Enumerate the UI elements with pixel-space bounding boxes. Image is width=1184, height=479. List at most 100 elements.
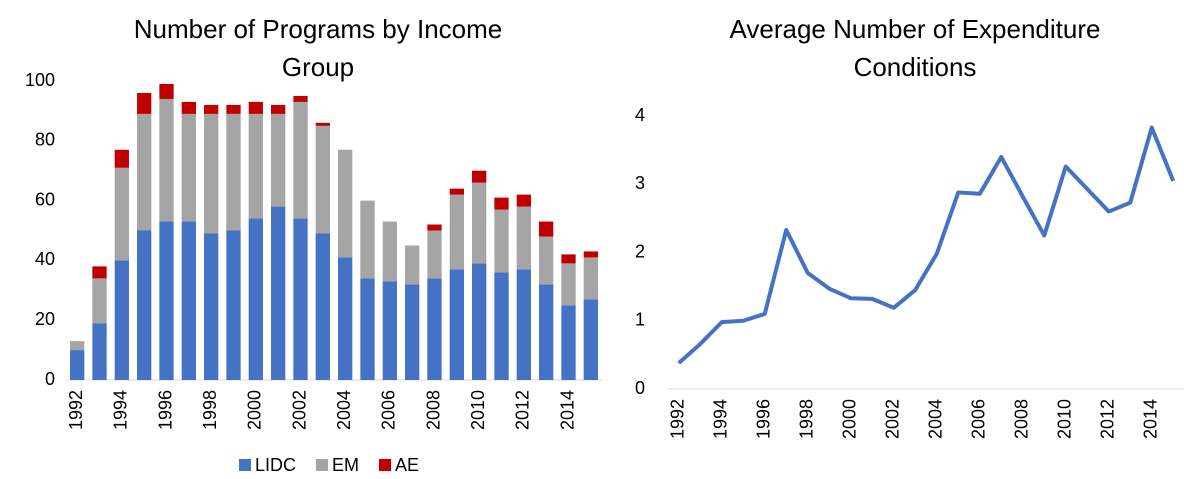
bar-segment — [472, 263, 487, 380]
x-tick-label: 1996 — [155, 390, 175, 430]
legend-swatch — [239, 459, 251, 471]
bar-segment — [248, 218, 263, 380]
bar-segment — [583, 257, 598, 300]
bar-segment — [248, 101, 263, 114]
legend-swatch — [379, 459, 392, 471]
bar-segment — [226, 113, 241, 231]
bar-segment — [293, 101, 308, 219]
x-tick-label: 1996 — [754, 399, 774, 439]
bar-segment — [70, 341, 85, 351]
bar-segment — [315, 122, 330, 126]
x-tick-label: 2008 — [1012, 399, 1032, 439]
bar-segment — [494, 209, 509, 273]
bar-segment — [516, 194, 531, 207]
bar-segment — [338, 149, 353, 258]
chart-title: Number of Programs by Income Group — [133, 14, 503, 82]
bar-segment — [472, 170, 487, 183]
x-tick-label: 2002 — [289, 390, 309, 430]
legend-swatch — [316, 459, 329, 471]
y-tick-label: 40 — [35, 249, 55, 269]
y-tick-label: 100 — [25, 70, 55, 90]
x-tick-label: 1994 — [711, 399, 731, 439]
bar-segment — [382, 281, 397, 380]
legend-label: EM — [332, 455, 359, 475]
bar-segment — [181, 101, 196, 114]
bar-segment — [226, 104, 241, 114]
bar-segment — [449, 194, 464, 270]
x-tick-label: 2012 — [1098, 399, 1118, 439]
bar-segment — [427, 224, 442, 231]
bar-segment — [449, 188, 464, 195]
y-tick-label: 0 — [635, 378, 645, 398]
bar-segment — [539, 221, 554, 237]
bar-segment — [360, 200, 375, 279]
bar-segment — [360, 278, 375, 380]
bar-segment — [92, 266, 107, 279]
bar-segment — [338, 257, 353, 380]
bar-segment — [583, 251, 598, 258]
x-tick-label: 1994 — [111, 390, 131, 430]
bar-segment — [472, 182, 487, 264]
bar-segment — [315, 125, 330, 234]
x-tick-label: 2000 — [840, 399, 860, 439]
x-tick-label: 2006 — [379, 390, 399, 430]
legend-label: LIDC — [255, 455, 296, 475]
x-tick-label: 2014 — [557, 390, 577, 430]
y-tick-label: 2 — [635, 241, 645, 261]
chart-title: Average Number of Expenditure Conditions — [729, 14, 1101, 82]
y-tick-label: 4 — [635, 105, 645, 125]
bar-segment — [516, 269, 531, 380]
bar-segment — [449, 269, 464, 380]
bar-segment — [181, 221, 196, 380]
bar-segment — [137, 92, 152, 114]
bar-segment — [159, 83, 174, 99]
x-tick-label: 1992 — [66, 390, 86, 430]
bar-segment — [92, 323, 107, 380]
bar-segment — [137, 230, 152, 380]
bar-segment — [583, 299, 598, 380]
bar-segment — [315, 233, 330, 380]
x-tick-label: 2010 — [1055, 399, 1075, 439]
x-tick-label: 2012 — [513, 390, 533, 430]
y-tick-label: 80 — [35, 130, 55, 150]
x-tick-label: 2004 — [334, 390, 354, 430]
bar-segment — [293, 95, 308, 102]
bar-segment — [494, 197, 509, 210]
bar-segment — [92, 278, 107, 324]
bar-segment — [427, 278, 442, 380]
x-tick-label: 1998 — [200, 390, 220, 430]
bar-segment — [114, 167, 129, 261]
y-tick-label: 0 — [45, 369, 55, 389]
y-tick-label: 1 — [635, 310, 645, 330]
y-tick-label: 3 — [635, 173, 645, 193]
y-tick-label: 60 — [35, 189, 55, 209]
bar-segment — [226, 230, 241, 380]
bar-segment — [293, 218, 308, 380]
x-tick-label: 2010 — [468, 390, 488, 430]
x-tick-label: 1992 — [668, 399, 688, 439]
bar-segment — [516, 206, 531, 270]
x-tick-label: 2014 — [1141, 399, 1161, 439]
bar-segment — [494, 272, 509, 380]
legend-label: AE — [395, 455, 419, 475]
bar-segment — [539, 236, 554, 285]
bar-segment — [204, 104, 219, 114]
x-tick-label: 2004 — [926, 399, 946, 439]
bar-segment — [382, 221, 397, 282]
bar-segment — [561, 254, 576, 264]
bar-segment — [427, 230, 442, 279]
x-tick-label: 2008 — [423, 390, 443, 430]
bar-segment — [114, 149, 129, 168]
bar-segment — [159, 98, 174, 222]
bar-segment — [70, 350, 85, 380]
x-tick-label: 2002 — [883, 399, 903, 439]
bar-segment — [271, 104, 286, 114]
bar-segment — [248, 113, 263, 219]
line — [677, 125, 1176, 365]
bar-segment — [181, 113, 196, 222]
bar-segment — [539, 284, 554, 380]
bar-segment — [159, 221, 174, 380]
bar-segment — [561, 263, 576, 306]
